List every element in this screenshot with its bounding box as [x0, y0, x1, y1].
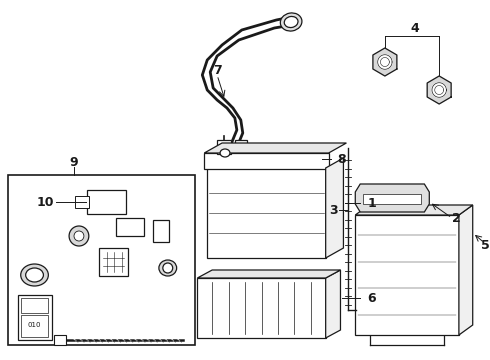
Bar — [267, 153, 278, 165]
Text: 7: 7 — [213, 63, 221, 77]
Polygon shape — [326, 158, 343, 258]
Polygon shape — [432, 83, 446, 97]
Bar — [21, 298, 49, 313]
Polygon shape — [373, 48, 397, 76]
Bar — [276, 148, 314, 170]
Text: 010: 010 — [28, 322, 41, 328]
Bar — [204, 153, 329, 169]
Polygon shape — [363, 194, 421, 204]
Bar — [54, 335, 66, 345]
Text: 8: 8 — [338, 153, 346, 166]
Bar — [207, 168, 326, 258]
Bar — [75, 196, 89, 208]
Polygon shape — [197, 270, 341, 278]
Circle shape — [69, 226, 89, 246]
Text: 1: 1 — [367, 197, 376, 210]
Ellipse shape — [163, 263, 172, 273]
Text: 4: 4 — [410, 22, 419, 35]
Ellipse shape — [25, 268, 44, 282]
Ellipse shape — [284, 17, 298, 28]
Ellipse shape — [159, 260, 177, 276]
Text: 9: 9 — [70, 156, 78, 168]
Bar — [117, 218, 144, 236]
Text: 6: 6 — [367, 292, 376, 305]
Bar — [197, 278, 326, 338]
Text: 3: 3 — [329, 203, 338, 216]
Bar — [355, 215, 459, 335]
Bar — [217, 140, 231, 154]
Polygon shape — [355, 184, 429, 212]
Ellipse shape — [220, 149, 230, 157]
Text: 5: 5 — [481, 239, 490, 252]
Polygon shape — [355, 205, 473, 215]
Polygon shape — [204, 143, 346, 153]
Ellipse shape — [217, 146, 233, 160]
Text: 10: 10 — [37, 195, 54, 208]
Polygon shape — [427, 76, 451, 104]
Polygon shape — [326, 270, 341, 338]
Bar — [8, 175, 196, 345]
Polygon shape — [459, 205, 473, 335]
Polygon shape — [378, 55, 392, 69]
Bar — [153, 220, 169, 242]
Bar — [18, 295, 52, 340]
Bar — [235, 140, 247, 152]
Ellipse shape — [280, 13, 302, 31]
Bar — [87, 190, 126, 214]
Bar — [21, 315, 49, 337]
Bar — [98, 248, 128, 276]
Circle shape — [74, 231, 84, 241]
Ellipse shape — [21, 264, 49, 286]
Text: 2: 2 — [452, 212, 461, 225]
